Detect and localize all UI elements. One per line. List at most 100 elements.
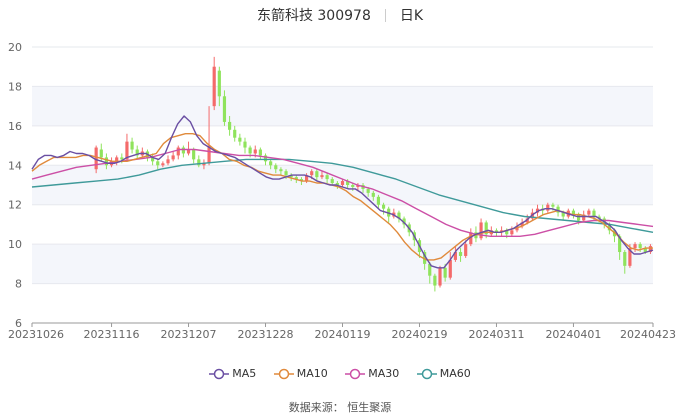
candle-body: [186, 149, 191, 154]
candle-body: [279, 169, 283, 172]
candle-body: [320, 175, 324, 178]
candle-body: [181, 147, 185, 154]
candle-body: [582, 214, 586, 221]
ma10-legend-marker: [278, 368, 289, 380]
candle-body: [248, 147, 252, 154]
candle-body: [151, 157, 155, 162]
x-tick-label: 20231228: [238, 328, 294, 341]
candle-body: [171, 155, 175, 160]
candle-body: [284, 171, 288, 176]
candle-body: [104, 157, 109, 166]
candle-body: [561, 212, 565, 217]
candle-body: [571, 210, 576, 215]
x-tick-label: 20240423: [620, 328, 676, 341]
candle-body: [505, 230, 509, 235]
candle-body: [125, 141, 129, 160]
candle-body: [556, 206, 560, 213]
candle-body: [633, 244, 637, 249]
candle-body: [315, 171, 319, 178]
candle-body: [233, 129, 237, 138]
period-label: 日K: [399, 8, 424, 24]
candle-body: [515, 226, 519, 231]
ma60-legend-marker: [421, 368, 433, 380]
ma10-line: [31, 132, 653, 261]
candle-body: [263, 155, 268, 162]
candle-body: [289, 175, 293, 178]
candle-body: [94, 147, 98, 170]
x-tick-label: 20240311: [468, 328, 524, 341]
candle-body: [227, 121, 232, 130]
candle-body: [269, 161, 273, 166]
candle-body: [397, 212, 401, 219]
legend-label-ma60: MA60: [439, 367, 471, 380]
candle-body: [479, 222, 483, 239]
candle-body: [325, 175, 329, 180]
candle-body: [156, 161, 160, 166]
candle-body: [340, 181, 345, 185]
x-tick-label: 20231207: [161, 328, 217, 341]
candle-body: [628, 248, 632, 266]
candle-body: [212, 66, 216, 107]
y-tick-label: 6: [15, 317, 22, 330]
y-tick-label: 12: [8, 199, 22, 212]
data-source: 数据来源： 恒生聚源: [288, 401, 392, 414]
candle-body: [510, 230, 514, 235]
candle-body: [607, 224, 611, 231]
candle-body: [469, 232, 473, 245]
candle-body: [243, 141, 247, 148]
candle-body: [130, 141, 134, 150]
candle-body: [366, 188, 370, 193]
candle-body: [448, 259, 452, 278]
ma5-legend-marker: [213, 368, 225, 380]
candle-body: [161, 163, 165, 166]
candle-body: [576, 214, 581, 221]
candle-body: [351, 185, 355, 187]
candle-body: [381, 204, 386, 209]
candle-body: [376, 196, 381, 205]
candle-body: [464, 244, 468, 256]
candle-body: [274, 165, 278, 170]
x-tick-label: 20240401: [545, 328, 601, 341]
legend-item-ma5[interactable]: MA5: [209, 367, 256, 380]
ma5-line: [31, 115, 654, 269]
candle-body: [587, 210, 591, 215]
legend-label-ma30: MA30: [368, 367, 400, 380]
candle-body: [428, 263, 432, 276]
candle-body: [535, 208, 540, 213]
candle-body: [551, 204, 555, 207]
candle-body: [371, 192, 375, 197]
candle-body: [520, 222, 524, 227]
legend-item-ma60[interactable]: MA60: [416, 367, 471, 380]
candle-body: [176, 147, 180, 156]
candle-body: [192, 149, 196, 160]
candle-body: [546, 204, 550, 211]
candle-body: [253, 149, 257, 154]
title-separator: [384, 9, 386, 22]
candle-body: [346, 181, 350, 185]
ma30-legend-marker: [350, 368, 361, 380]
candle-body: [623, 252, 627, 266]
candle-body: [494, 230, 499, 233]
candle-body: [310, 171, 314, 176]
x-tick-label: 20240119: [315, 328, 371, 341]
legend-item-ma30[interactable]: MA30: [345, 367, 399, 380]
ma10-legend-icon: [273, 368, 294, 380]
chart-title: 东箭科技 300978 日K: [0, 5, 680, 25]
y-tick-label: 20: [8, 41, 22, 54]
legend-item-ma10[interactable]: MA10: [273, 367, 328, 380]
candle-body: [120, 157, 124, 160]
y-tick-label: 8: [15, 278, 22, 291]
candle-body: [330, 179, 334, 184]
candle-body: [299, 179, 304, 182]
candle-body: [423, 252, 427, 264]
legend: MA5 MA10 MA30 MA60: [0, 367, 680, 380]
candle-body: [258, 149, 262, 156]
legend-label-ma5: MA5: [232, 367, 257, 380]
candle-body: [438, 267, 442, 286]
candle-body: [592, 210, 596, 217]
ma60-line: [31, 158, 654, 233]
candle-body: [643, 248, 647, 253]
ma60-legend-icon: [416, 368, 437, 380]
candle-body: [402, 218, 406, 225]
candle-body: [238, 137, 242, 142]
